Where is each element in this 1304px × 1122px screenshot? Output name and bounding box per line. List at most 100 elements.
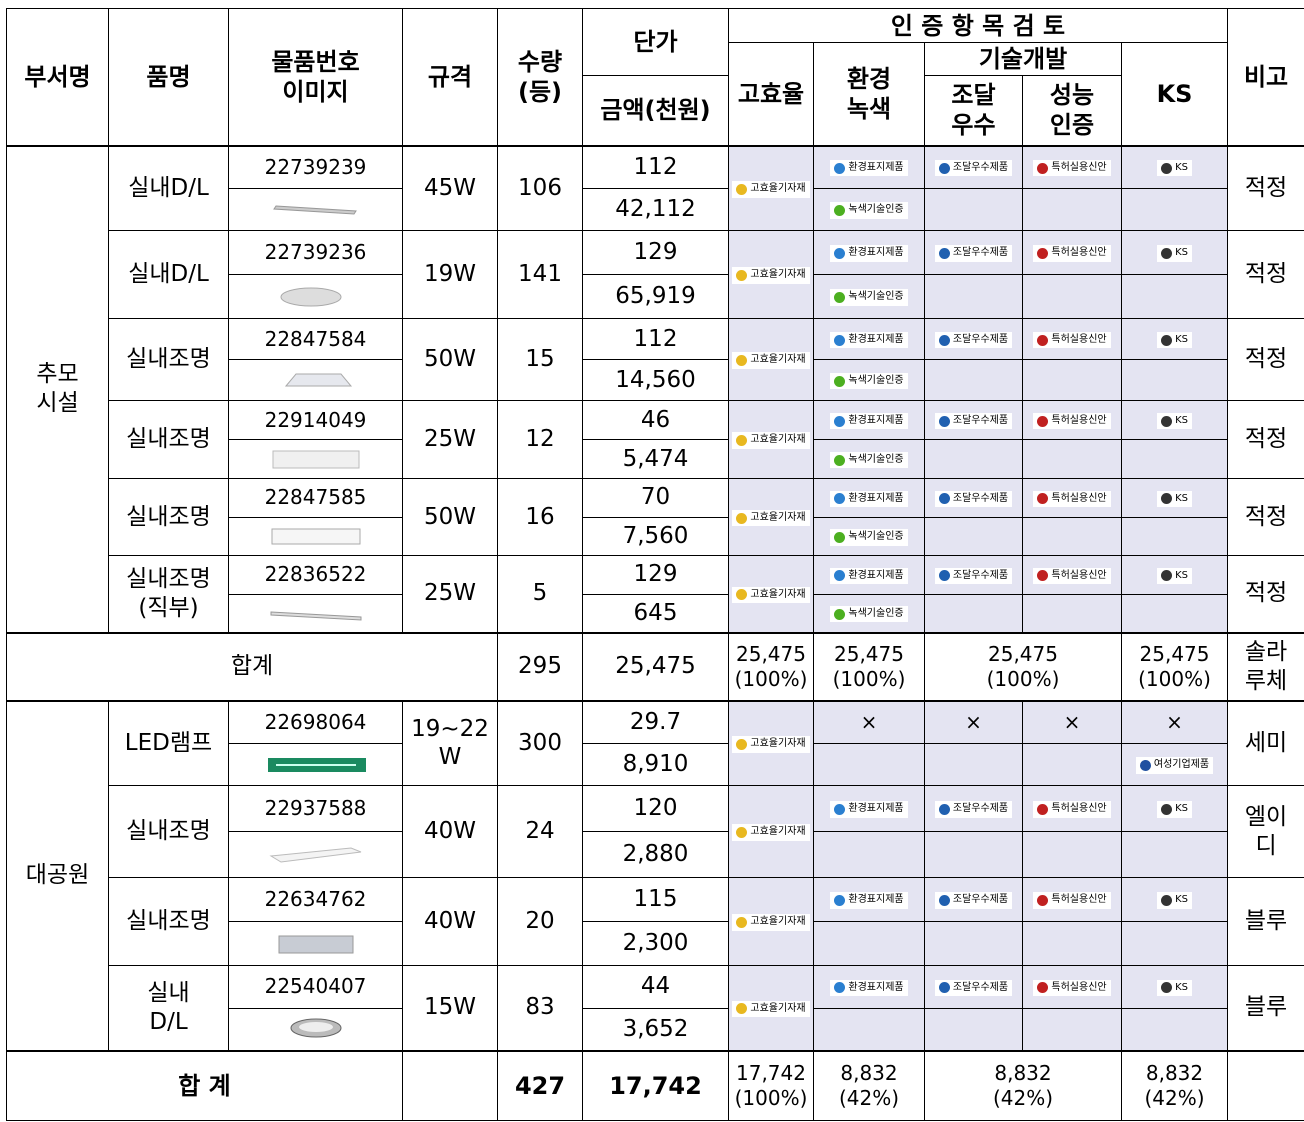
cert-cell: 특허실용신안 bbox=[1023, 401, 1122, 440]
cert-cell: 조달우수제품 bbox=[925, 319, 1023, 360]
item-qty: 20 bbox=[498, 878, 583, 966]
cert-cell: KS bbox=[1122, 401, 1228, 440]
item-number: 22937588 bbox=[229, 786, 403, 832]
cert-icon: 녹색기술인증 bbox=[830, 202, 907, 219]
grand-total-qty: 427 bbox=[498, 1051, 583, 1121]
item-price: 112 bbox=[583, 319, 729, 360]
icon-symbol bbox=[939, 982, 950, 993]
cert-cell: 조달우수제품 bbox=[925, 878, 1023, 922]
total-cert: 25,475 (100%) bbox=[729, 633, 814, 701]
item-spec: 15W bbox=[403, 966, 498, 1051]
cert-icon: KS bbox=[1157, 491, 1192, 508]
cert-icon: 녹색기술인증 bbox=[830, 606, 907, 623]
cert-cell: 환경표지제품 bbox=[814, 966, 925, 1009]
cert-cell bbox=[925, 922, 1023, 966]
cert-cell: × bbox=[814, 701, 925, 744]
item-price: 70 bbox=[583, 479, 729, 518]
grand-total-label: 합 계 bbox=[7, 1051, 403, 1121]
item-qty: 83 bbox=[498, 966, 583, 1051]
icon-symbol bbox=[1161, 335, 1172, 346]
item-spec: 50W bbox=[403, 319, 498, 401]
cert-icon: 고효율기자재 bbox=[732, 267, 809, 284]
item-price: 44 bbox=[583, 966, 729, 1009]
item-price: 112 bbox=[583, 146, 729, 189]
icon-label: 특허실용신안 bbox=[1051, 493, 1106, 506]
icon-symbol bbox=[1037, 982, 1048, 993]
cert-cell: 조달우수제품 bbox=[925, 966, 1023, 1009]
icon-label: KS bbox=[1175, 334, 1188, 347]
cert-cell: 녹색기술인증 bbox=[814, 594, 925, 633]
icon-symbol bbox=[939, 335, 950, 346]
header-cell: 수량 (등) bbox=[498, 9, 583, 146]
cert-icon: 특허실용신안 bbox=[1033, 568, 1110, 585]
cert-cell bbox=[1122, 1008, 1228, 1051]
cert-icon: KS bbox=[1157, 801, 1192, 818]
icon-label: 조달우수제품 bbox=[953, 570, 1008, 583]
icon-label: 환경표지제품 bbox=[848, 803, 903, 816]
cert-cell bbox=[1122, 440, 1228, 479]
cert-cell: 조달우수제품 bbox=[925, 786, 1023, 832]
cert-icon: 조달우수제품 bbox=[935, 980, 1012, 997]
item-price: 115 bbox=[583, 878, 729, 922]
cert-cell: 고효율기자재 bbox=[729, 878, 814, 966]
icon-symbol bbox=[834, 532, 845, 543]
item-amount: 5,474 bbox=[583, 440, 729, 479]
icon-symbol bbox=[736, 739, 747, 750]
item-number: 22847585 bbox=[229, 479, 403, 518]
icon-symbol bbox=[1161, 570, 1172, 581]
icon-label: 고효율기자재 bbox=[750, 269, 805, 282]
cert-cell: 녹색기술인증 bbox=[814, 517, 925, 556]
icon-label: 환경표지제품 bbox=[848, 334, 903, 347]
cert-cell bbox=[925, 832, 1023, 878]
cert-icon: 특허실용신안 bbox=[1033, 160, 1110, 177]
item-image bbox=[229, 832, 403, 878]
cert-cell bbox=[925, 360, 1023, 401]
table-row: 대공원LED램프2269806419~22 W30029.7고효율기자재××××… bbox=[7, 701, 1304, 744]
icon-symbol bbox=[939, 493, 950, 504]
item-note: 엘이 디 bbox=[1228, 786, 1304, 878]
icon-label: 조달우수제품 bbox=[953, 334, 1008, 347]
icon-symbol bbox=[736, 589, 747, 600]
item-qty: 141 bbox=[498, 231, 583, 319]
dept-cell: 추모 시설 bbox=[7, 146, 109, 633]
item-qty: 300 bbox=[498, 701, 583, 786]
header-cell: 인 증 항 목 검 토 bbox=[729, 9, 1228, 43]
page: 부서명품명물품번호 이미지규격수량 (등)단가인 증 항 목 검 토비고고효율환… bbox=[0, 0, 1304, 1122]
cert-icon: KS bbox=[1157, 568, 1192, 585]
cert-cell: 특허실용신안 bbox=[1023, 231, 1122, 275]
cert-cell: × bbox=[925, 701, 1023, 744]
icon-label: 조달우수제품 bbox=[953, 247, 1008, 260]
item-amount: 2,300 bbox=[583, 922, 729, 966]
cert-cell: 녹색기술인증 bbox=[814, 188, 925, 231]
cert-icon: 고효율기자재 bbox=[732, 510, 809, 527]
item-image bbox=[229, 440, 403, 479]
icon-label: KS bbox=[1175, 894, 1188, 907]
icon-label: 환경표지제품 bbox=[848, 982, 903, 995]
item-spec: 19~22 W bbox=[403, 701, 498, 786]
item-amount: 14,560 bbox=[583, 360, 729, 401]
cert-cell bbox=[925, 275, 1023, 319]
cert-cell bbox=[1122, 275, 1228, 319]
table-row: 추모 시설실내D/L2273923945W106112고효율기자재환경표지제품조… bbox=[7, 146, 1304, 189]
icon-symbol bbox=[736, 1003, 747, 1014]
cert-cell bbox=[1122, 360, 1228, 401]
cert-cell bbox=[1023, 517, 1122, 556]
icon-label: 고효율기자재 bbox=[750, 183, 805, 196]
icon-symbol bbox=[939, 804, 950, 815]
item-price: 120 bbox=[583, 786, 729, 832]
item-note: 블루 bbox=[1228, 878, 1304, 966]
product-image bbox=[266, 286, 366, 308]
product-image bbox=[266, 1018, 366, 1040]
header-cell: 고효율 bbox=[729, 43, 814, 146]
cert-cell: 조달우수제품 bbox=[925, 231, 1023, 275]
item-price: 129 bbox=[583, 231, 729, 275]
icon-label: 환경표지제품 bbox=[848, 493, 903, 506]
cert-icon: KS bbox=[1157, 892, 1192, 909]
cert-cell bbox=[1023, 188, 1122, 231]
icon-label: KS bbox=[1175, 493, 1188, 506]
item-price: 129 bbox=[583, 556, 729, 595]
